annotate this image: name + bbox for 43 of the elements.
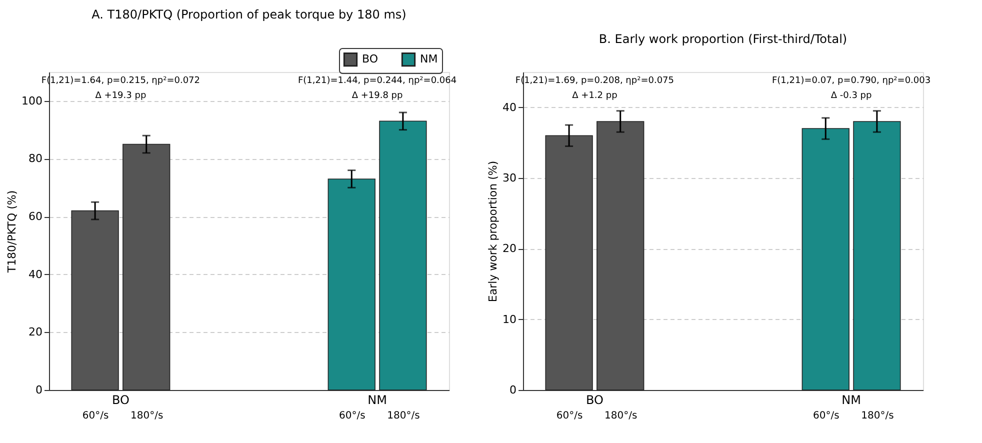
bar xyxy=(596,121,644,390)
y-tick-label: 60 xyxy=(28,210,42,224)
y-tick-label: 0 xyxy=(510,384,516,396)
y-tick-label: 0 xyxy=(36,384,42,396)
y-tick-label: 100 xyxy=(22,94,42,108)
x-tick-label: 180°/s xyxy=(130,410,164,422)
annotation: F(1,21)=1.44, p=0.244, ηp²=0.064 xyxy=(298,76,457,86)
annotation: F(1,21)=0.07, p=0.790, ηp²=0.003 xyxy=(772,76,931,86)
bar xyxy=(802,128,850,390)
y-axis-title: Early work proportion (%) xyxy=(486,160,500,302)
y-tick-label: 40 xyxy=(502,100,516,114)
x-tick-label: 60°/s xyxy=(338,410,366,422)
x-tick-label: 60°/s xyxy=(82,410,109,422)
x-tick-label: 60°/s xyxy=(812,410,840,422)
bar xyxy=(853,121,901,390)
bar xyxy=(122,144,170,390)
y-tick-label: 30 xyxy=(502,172,516,184)
x-tick-label: 60°/s xyxy=(556,410,583,422)
y-tick-label: 10 xyxy=(502,312,516,326)
chart-title: B. Early work proportion (First-third/Total) xyxy=(598,32,848,46)
annotation: Δ -0.3 pp xyxy=(830,91,872,101)
x-tick-label: 180°/s xyxy=(861,410,894,422)
y-tick-label: 80 xyxy=(28,152,42,166)
text: BO xyxy=(112,393,130,407)
y-tick-label: 20 xyxy=(502,242,516,256)
legend-label: NM xyxy=(420,52,438,66)
bar xyxy=(71,210,119,390)
y-axis-title: T180/PKTQ (%) xyxy=(6,190,19,274)
x-tick-label: 180°/s xyxy=(387,410,420,422)
text: NM xyxy=(368,393,387,407)
annotation: Δ +19.8 pp xyxy=(352,91,404,101)
bar xyxy=(328,178,376,390)
y-tick-label: 20 xyxy=(28,326,42,339)
annotation: Δ +19.3 pp xyxy=(95,91,146,101)
series-label: NM xyxy=(842,393,861,407)
bar xyxy=(379,120,427,390)
legend-label: BO xyxy=(362,52,378,66)
x-tick-label: 180°/s xyxy=(604,410,638,422)
series-label: BO xyxy=(586,393,604,407)
y-tick-label: 40 xyxy=(28,268,42,281)
chart-title: A. T180/PKTQ (Proportion of peak torque by 180 ms) xyxy=(92,8,406,22)
bar xyxy=(545,135,593,390)
annotation: Δ +1.2 pp xyxy=(572,91,618,101)
